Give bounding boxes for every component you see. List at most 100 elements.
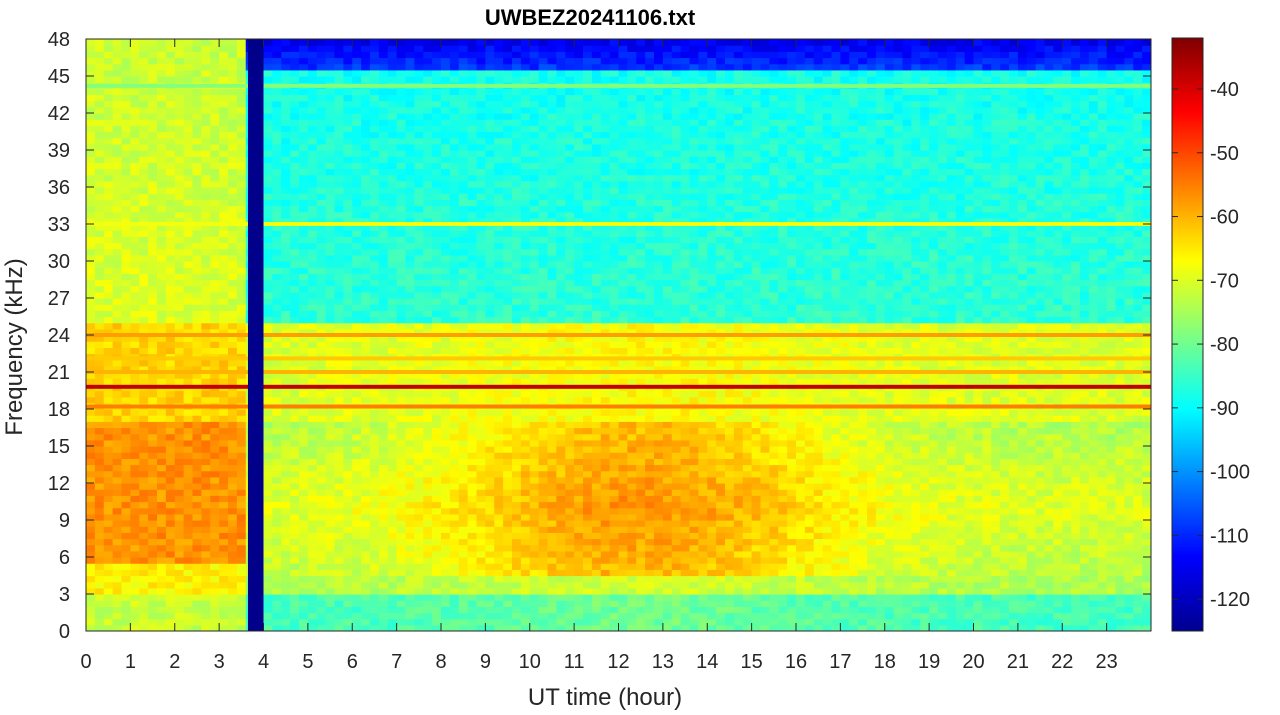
- heatmap-cell: [414, 211, 424, 219]
- heatmap-cell: [467, 507, 478, 515]
- heatmap-cell: [307, 335, 318, 342]
- heatmap-cell: [378, 575, 389, 583]
- heatmap-cell: [378, 587, 389, 595]
- heatmap-cell: [387, 458, 398, 466]
- heatmap-cell: [458, 600, 469, 607]
- heatmap-cell: [148, 378, 158, 385]
- heatmap-cell: [503, 168, 513, 176]
- heatmap-cell: [219, 63, 229, 71]
- heatmap-cell: [378, 156, 389, 163]
- heatmap-cell: [121, 501, 131, 509]
- heatmap-cell: [529, 156, 540, 163]
- heatmap-cell: [272, 415, 282, 422]
- heatmap-cell: [476, 532, 486, 540]
- heatmap-cell: [281, 162, 291, 170]
- heatmap-cell: [352, 125, 362, 133]
- heatmap-cell: [236, 483, 247, 490]
- heatmap-cell: [538, 113, 549, 120]
- heatmap-cell: [334, 458, 344, 466]
- heatmap-cell: [316, 242, 327, 250]
- heatmap-cell: [121, 587, 131, 595]
- heatmap-cell: [529, 446, 540, 453]
- heatmap-cell: [183, 396, 194, 404]
- heatmap-cell: [307, 100, 318, 108]
- heatmap-cell: [396, 88, 407, 96]
- heatmap-cell: [494, 205, 504, 213]
- heatmap-cell: [210, 150, 220, 157]
- heatmap-cell: [299, 439, 309, 447]
- heatmap-cell: [210, 88, 220, 96]
- heatmap-cell: [121, 563, 131, 570]
- heatmap-cell: [476, 594, 486, 601]
- heatmap-cell: [165, 137, 176, 145]
- heatmap-cell: [139, 285, 149, 293]
- heatmap-cell: [316, 310, 327, 318]
- heatmap-cell: [334, 76, 344, 83]
- heatmap-cell: [192, 217, 202, 225]
- heatmap-cell: [219, 193, 229, 200]
- heatmap-cell: [139, 322, 149, 330]
- heatmap-cell: [458, 606, 469, 614]
- heatmap-cell: [494, 600, 504, 607]
- heatmap-cell: [529, 372, 540, 379]
- heatmap-cell: [441, 581, 451, 589]
- heatmap-cell: [236, 310, 247, 318]
- heatmap-cell: [263, 242, 273, 250]
- heatmap-cell: [361, 476, 371, 484]
- heatmap-cell: [201, 557, 211, 564]
- heatmap-cell: [103, 285, 114, 293]
- heatmap-cell: [441, 396, 451, 404]
- heatmap-cell: [476, 359, 486, 367]
- heatmap-cell: [157, 347, 167, 355]
- heatmap-cell: [512, 193, 522, 200]
- heatmap-cell: [538, 439, 549, 447]
- heatmap-cell: [201, 483, 211, 490]
- heatmap-cell: [370, 378, 380, 385]
- heatmap-cell: [432, 464, 442, 472]
- heatmap-cell: [183, 347, 194, 355]
- heatmap-cell: [201, 39, 211, 46]
- heatmap-cell: [529, 532, 540, 540]
- heatmap-cell: [538, 359, 549, 367]
- heatmap-cell: [494, 143, 504, 151]
- heatmap-cell: [183, 230, 194, 237]
- heatmap-cell: [219, 119, 229, 126]
- heatmap-cell: [272, 594, 282, 601]
- heatmap-cell: [148, 439, 158, 447]
- heatmap-cell: [538, 273, 549, 281]
- heatmap-cell: [103, 624, 114, 631]
- heatmap-cell: [307, 137, 318, 145]
- heatmap-cell: [387, 624, 398, 631]
- heatmap-cell: [263, 279, 273, 287]
- heatmap-cell: [165, 273, 176, 281]
- heatmap-cell: [307, 273, 318, 281]
- heatmap-cell: [396, 513, 407, 521]
- heatmap-cell: [228, 575, 238, 583]
- heatmap-cell: [281, 470, 291, 478]
- heatmap-cell: [343, 39, 353, 46]
- heatmap-cell: [307, 390, 318, 398]
- heatmap-cell: [290, 322, 300, 330]
- heatmap-cell: [157, 341, 167, 348]
- heatmap-cell: [86, 285, 96, 293]
- heatmap-cell: [414, 298, 424, 305]
- heatmap-cell: [86, 45, 96, 52]
- heatmap-cell: [441, 415, 451, 422]
- heatmap-cell: [476, 464, 486, 472]
- heatmap-cell: [307, 526, 318, 533]
- heatmap-cell: [405, 569, 415, 577]
- heatmap-cell: [494, 211, 504, 219]
- heatmap-cell: [103, 600, 114, 607]
- heatmap-cell: [307, 427, 318, 435]
- heatmap-cell: [236, 513, 247, 521]
- heatmap-cell: [370, 187, 380, 194]
- heatmap-cell: [263, 180, 273, 188]
- heatmap-cell: [121, 507, 131, 515]
- heatmap-cell: [174, 569, 185, 577]
- heatmap-cell: [361, 230, 371, 237]
- heatmap-cell: [192, 131, 202, 139]
- heatmap-cell: [334, 291, 344, 299]
- heatmap-cell: [325, 236, 336, 244]
- heatmap-cell: [520, 390, 531, 398]
- heatmap-cell: [165, 409, 176, 416]
